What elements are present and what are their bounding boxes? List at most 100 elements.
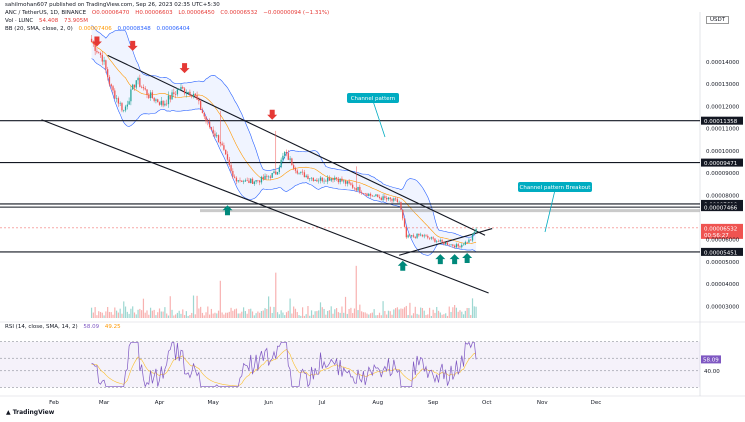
volume-bar	[402, 308, 404, 318]
candle-body	[187, 91, 189, 94]
channel-line-1	[41, 119, 489, 294]
volume-bar	[403, 307, 406, 318]
volume-bar	[346, 313, 348, 318]
tradingview-logo[interactable]: ▲ TradingView	[6, 409, 54, 416]
candle-body	[121, 103, 123, 111]
volume-bar	[205, 312, 207, 318]
channel-line-2	[399, 228, 493, 256]
candle-body	[368, 193, 370, 197]
volume-bar	[377, 315, 379, 318]
volume-bar	[189, 315, 191, 318]
candle-body	[155, 99, 157, 101]
quote-currency-button[interactable]: USDT	[706, 16, 730, 24]
volume-bar	[293, 306, 295, 318]
candle-body	[162, 100, 164, 106]
candle-body	[382, 196, 384, 200]
candle-body	[284, 152, 286, 156]
candle-body	[330, 178, 332, 181]
volume-bar	[289, 298, 291, 318]
candle-body	[475, 229, 477, 232]
volume-bar	[200, 306, 202, 318]
candle-body	[355, 188, 357, 191]
candle-body	[373, 195, 375, 197]
candle-body	[107, 69, 109, 78]
volume-bar	[114, 307, 116, 318]
bb-legend[interactable]: BB (20, SMA, close, 2, 0) 0.00007406 0.0…	[5, 26, 194, 32]
volume-bar	[126, 311, 128, 318]
candle-body	[326, 177, 329, 182]
bb-upper-line	[91, 25, 477, 238]
volume-bar	[382, 301, 384, 318]
volume-bar	[280, 310, 282, 318]
candle-body	[425, 235, 427, 237]
volume-bar	[201, 312, 204, 318]
volume-bar	[241, 311, 243, 318]
volume-bar	[350, 307, 352, 318]
volume-bar	[225, 312, 227, 318]
y-tick-label: 0.00003000	[706, 304, 740, 310]
symbol-name[interactable]: ANC / TetherUS, 1D, BINANCE	[5, 10, 87, 16]
volume-bar	[443, 314, 445, 318]
candle-body	[296, 170, 298, 174]
volume-bar	[276, 312, 279, 318]
volume-bar	[176, 312, 179, 318]
candle-body	[293, 165, 295, 169]
volume-bar	[305, 314, 307, 318]
candle-body	[305, 175, 307, 178]
candle-body	[350, 183, 352, 185]
volume-bar	[259, 312, 261, 318]
candle-body	[266, 175, 268, 177]
volume-bar	[464, 310, 466, 318]
callout-breakout-text: Channel pattern Breakout	[520, 185, 592, 191]
volume-bar	[359, 304, 361, 318]
candle-body	[144, 88, 146, 90]
volume-bar	[325, 314, 327, 318]
volume-bar	[335, 308, 338, 318]
volume-bar	[361, 311, 363, 318]
volume-bar	[248, 309, 250, 318]
candle-body	[98, 52, 100, 53]
volume-bar	[371, 312, 373, 318]
candle-body	[207, 120, 209, 122]
volume-bar	[128, 313, 130, 318]
volume-bar	[98, 311, 100, 318]
candle-body	[142, 87, 145, 89]
candle-body	[427, 235, 429, 238]
rsi-band	[0, 341, 700, 388]
volume-bar	[232, 310, 234, 318]
candle-body	[185, 93, 187, 94]
rsi-label: RSI (14, close, SMA, 14, 2)	[5, 324, 78, 330]
rsi-legend[interactable]: RSI (14, close, SMA, 14, 2) 58.09 49.25	[5, 324, 125, 330]
volume-bar	[235, 308, 238, 318]
volume-bar	[214, 312, 216, 318]
volume-bar	[418, 314, 420, 318]
rsi-ma-value: 49.25	[104, 324, 121, 330]
ohlc-open: O0.00006470	[91, 10, 130, 16]
volume-bar	[191, 312, 193, 318]
volume-bar	[421, 307, 424, 318]
volume-bar	[96, 315, 98, 318]
volume-bar	[144, 312, 146, 318]
candle-body	[303, 172, 306, 178]
volume-bar	[386, 314, 388, 318]
volume-bar	[287, 310, 289, 318]
candle-body	[139, 78, 141, 87]
volume-bar	[344, 296, 347, 318]
candle-body	[419, 234, 422, 236]
volume-bar	[217, 310, 220, 318]
candle-body	[133, 84, 136, 88]
rsi-value: 58.09	[83, 324, 100, 330]
level-label-4: 0.00005451	[704, 250, 737, 256]
volume-bar	[420, 307, 422, 318]
candle-body	[217, 135, 220, 143]
volume-legend[interactable]: Vol · LUNC 54.408 73.905M	[5, 18, 92, 24]
volume-bar	[157, 312, 159, 318]
candle-body	[428, 237, 431, 239]
candle-body	[269, 176, 272, 178]
candle-body	[396, 199, 399, 202]
volume-bar	[237, 313, 239, 318]
volume-bar	[327, 310, 329, 318]
candle-body	[226, 154, 229, 160]
volume-bar	[466, 307, 468, 318]
candle-body	[301, 171, 304, 173]
